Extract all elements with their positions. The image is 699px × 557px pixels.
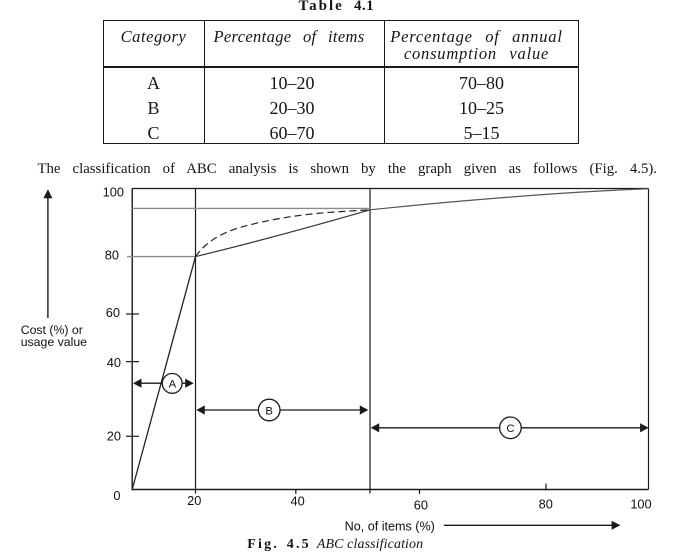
svg-text:A: A (169, 379, 177, 391)
svg-text:C: C (506, 423, 514, 435)
svg-text:60: 60 (106, 305, 120, 320)
svg-text:0: 0 (113, 488, 120, 503)
svg-text:No, of items (%): No, of items (%) (345, 519, 435, 533)
svg-text:20: 20 (107, 429, 121, 444)
svg-text:40: 40 (107, 355, 121, 370)
svg-text:B: B (265, 405, 273, 417)
svg-text:60: 60 (414, 498, 428, 513)
svg-text:Cost (%) or: Cost (%) or (21, 323, 83, 337)
svg-text:80: 80 (105, 247, 119, 262)
svg-text:80: 80 (539, 496, 553, 511)
svg-text:40: 40 (290, 494, 304, 509)
svg-text:usage value: usage value (21, 335, 87, 349)
svg-text:100: 100 (630, 496, 651, 511)
svg-text:100: 100 (103, 185, 124, 200)
svg-text:20: 20 (187, 493, 201, 508)
